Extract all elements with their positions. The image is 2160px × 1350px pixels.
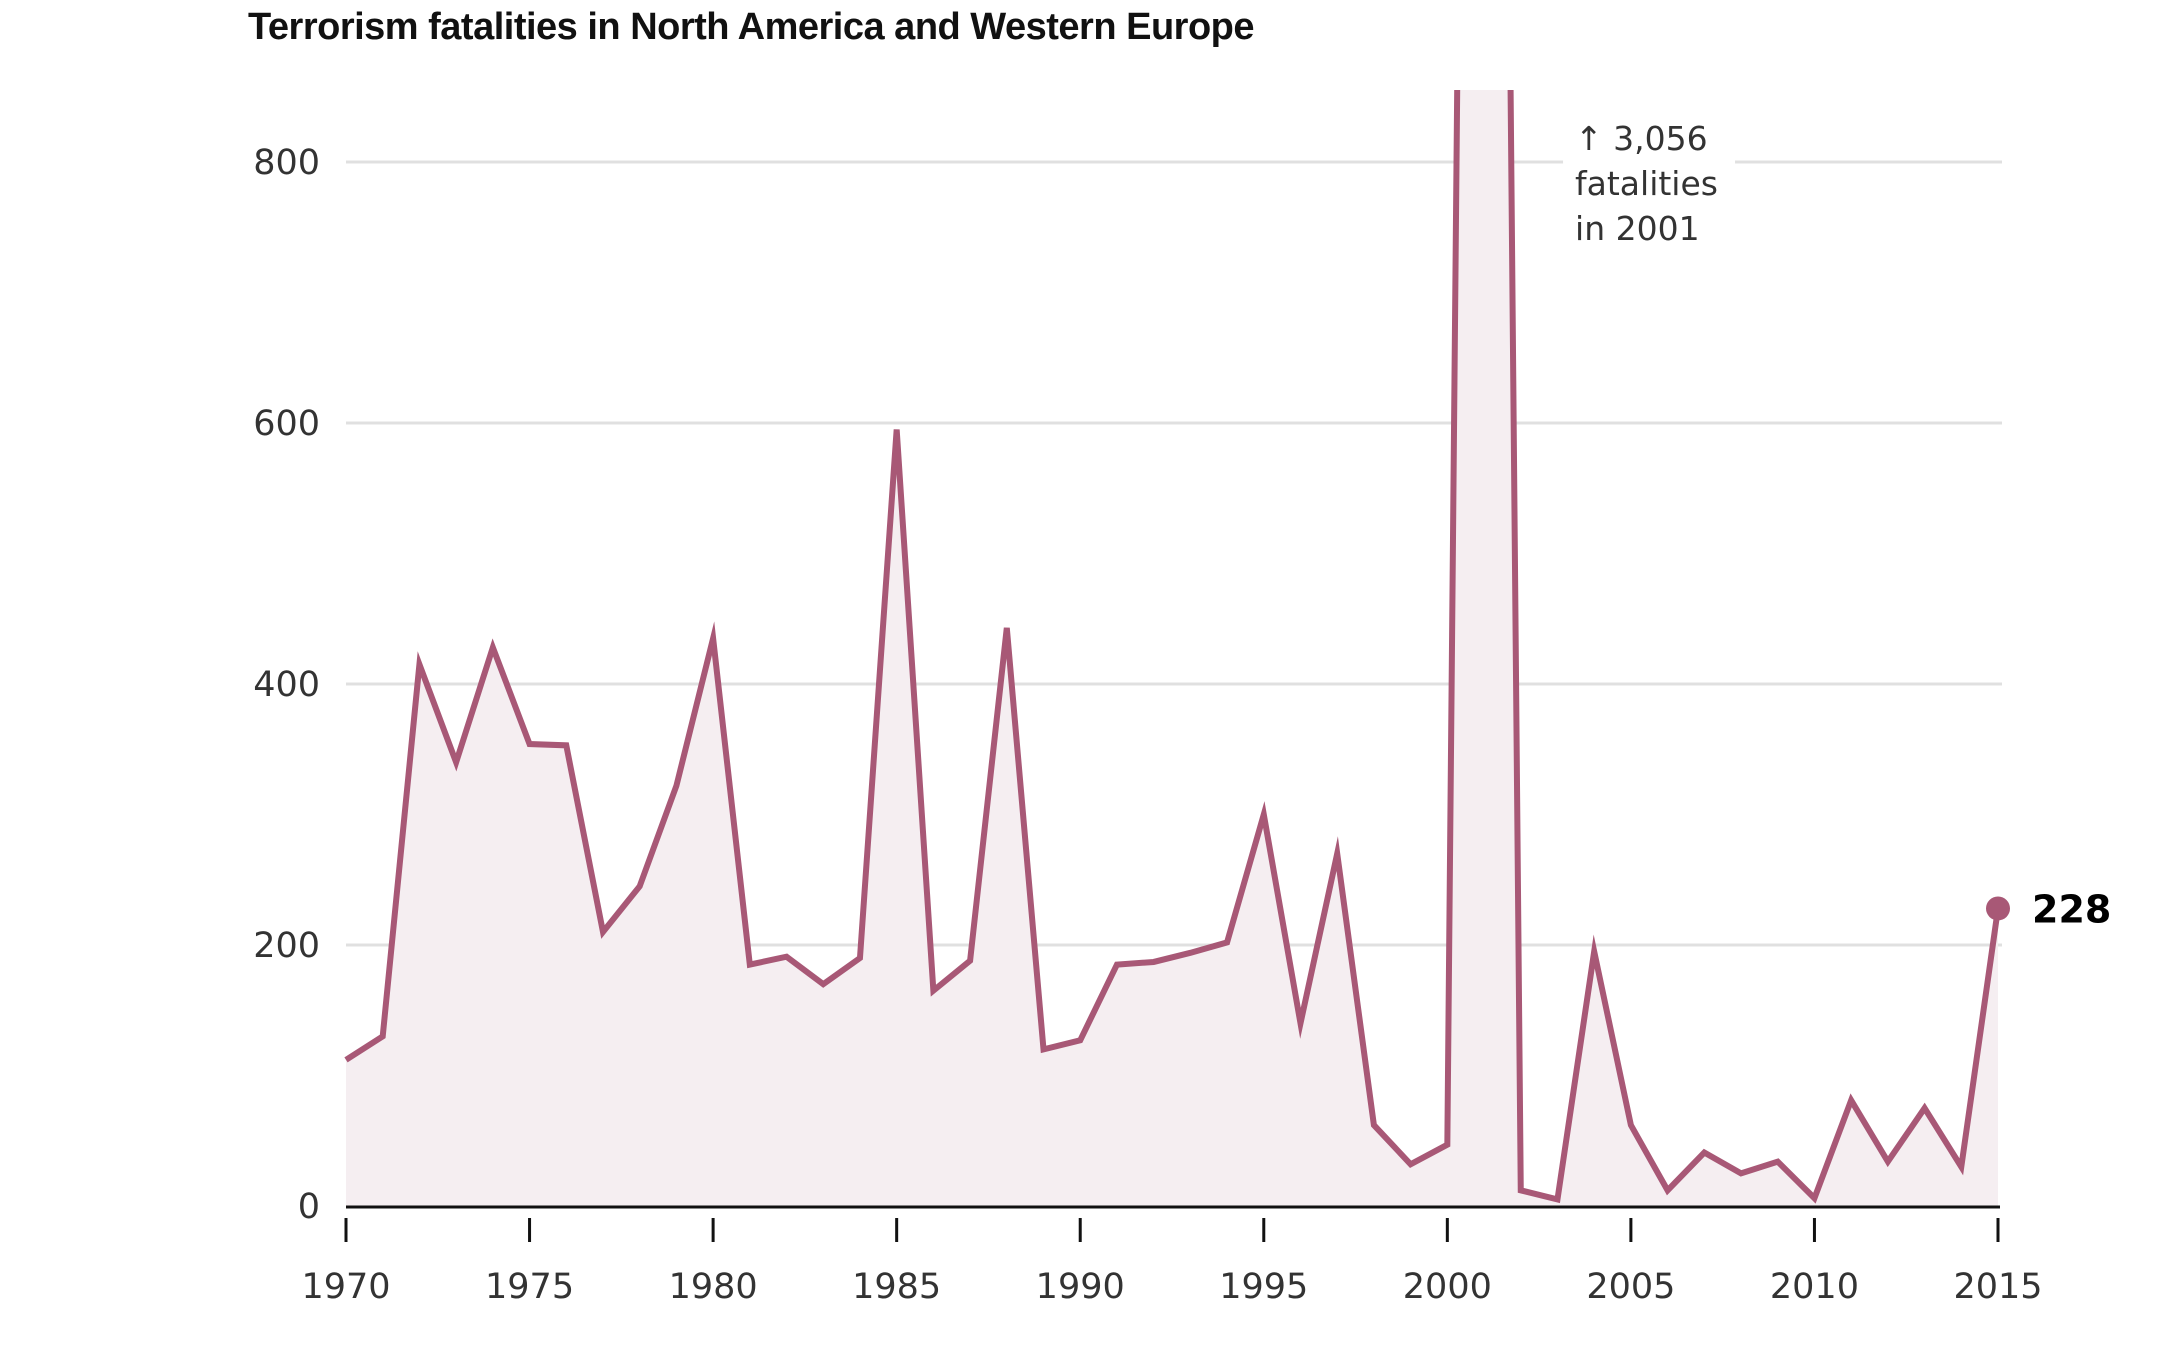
annotation-background xyxy=(1563,114,1736,250)
chart-title: Terrorism fatalities in North America an… xyxy=(248,6,1255,48)
data-point-1972 xyxy=(417,662,421,666)
data-point-2014 xyxy=(1959,1165,1963,1169)
data-point-1978 xyxy=(638,884,642,888)
label-layer: 0 200 400 600 800 1970 1975 1980 1985 1990 1995 200… xyxy=(253,114,2111,1307)
annotation-line-3: in 2001 xyxy=(1575,209,1700,248)
data-point-1983 xyxy=(821,982,825,986)
x-tick-label-1975: 1975 xyxy=(485,1267,574,1307)
data-point-1973 xyxy=(454,760,458,764)
data-point-2010 xyxy=(1812,1196,1816,1200)
y-tick-label-600: 600 xyxy=(253,404,320,444)
data-point-1982 xyxy=(785,955,789,959)
annotation-line-1: ↑ 3,056 xyxy=(1575,119,1708,158)
data-point-2006 xyxy=(1666,1188,1670,1192)
area-layer xyxy=(344,88,2001,1206)
data-point-1998 xyxy=(1372,1123,1376,1127)
data-point-2007 xyxy=(1702,1150,1706,1154)
data-point-2005 xyxy=(1629,1123,1633,1127)
data-point-1992 xyxy=(1152,960,1156,964)
data-point-1986 xyxy=(931,989,935,993)
data-point-1974 xyxy=(491,645,495,649)
data-point-1999 xyxy=(1409,1162,1413,1166)
data-point-1985 xyxy=(895,428,899,432)
area-fill xyxy=(346,90,1998,1206)
data-point-1991 xyxy=(1115,963,1119,967)
y-tick-label-800: 800 xyxy=(253,143,320,183)
x-tick-label-2015: 2015 xyxy=(1953,1267,2042,1307)
end-point-marker xyxy=(1986,896,2010,921)
data-point-1993 xyxy=(1188,951,1192,955)
x-tick-label-1980: 1980 xyxy=(669,1267,758,1307)
data-point-2002 xyxy=(1519,1188,1523,1192)
data-point-1987 xyxy=(968,959,972,963)
y-tick-label-200: 200 xyxy=(253,926,320,966)
grid-layer xyxy=(346,160,2002,947)
y-tick-label-0: 0 xyxy=(298,1187,320,1227)
data-point-2009 xyxy=(1776,1160,1780,1164)
data-point-1970 xyxy=(344,1058,348,1062)
data-point-1997 xyxy=(1335,852,1339,856)
x-tick-label-1990: 1990 xyxy=(1036,1267,1125,1307)
x-tick-label-2000: 2000 xyxy=(1403,1267,1492,1307)
x-tick-label-1970: 1970 xyxy=(301,1267,390,1307)
data-point-2001 xyxy=(1482,88,1486,92)
x-tick-label-1985: 1985 xyxy=(852,1267,941,1307)
data-point-1975 xyxy=(528,742,532,746)
data-point-1989 xyxy=(1042,1047,1046,1051)
data-point-1971 xyxy=(381,1034,385,1038)
end-value-label: 228 xyxy=(2032,887,2111,931)
axis-layer xyxy=(344,1205,2000,1242)
data-point-1976 xyxy=(564,743,568,747)
data-point-2012 xyxy=(1886,1160,1890,1164)
data-point-2008 xyxy=(1739,1171,1743,1175)
annotation-line-2: fatalities xyxy=(1575,164,1718,203)
data-point-1988 xyxy=(1005,626,1009,630)
data-point-2000 xyxy=(1445,1143,1449,1147)
y-tick-label-400: 400 xyxy=(253,665,320,705)
data-point-2003 xyxy=(1555,1197,1559,1201)
x-tick-label-1995: 1995 xyxy=(1219,1267,1308,1307)
data-point-1977 xyxy=(601,930,605,934)
data-point-1995 xyxy=(1262,813,1266,817)
x-tick-label-2005: 2005 xyxy=(1586,1267,1675,1307)
x-tick-label-2010: 2010 xyxy=(1770,1267,1859,1307)
series-line xyxy=(344,90,2001,1204)
data-point-1980 xyxy=(711,636,715,640)
data-point-2013 xyxy=(1923,1106,1927,1110)
data-point-1979 xyxy=(674,784,678,788)
data-point-1990 xyxy=(1078,1038,1082,1042)
data-point-1984 xyxy=(858,956,862,960)
data-point-1994 xyxy=(1225,940,1229,944)
data-point-2004 xyxy=(1592,950,1596,954)
data-point-2011 xyxy=(1849,1098,1853,1102)
data-point-1996 xyxy=(1298,1021,1302,1025)
data-point-1981 xyxy=(748,963,752,967)
